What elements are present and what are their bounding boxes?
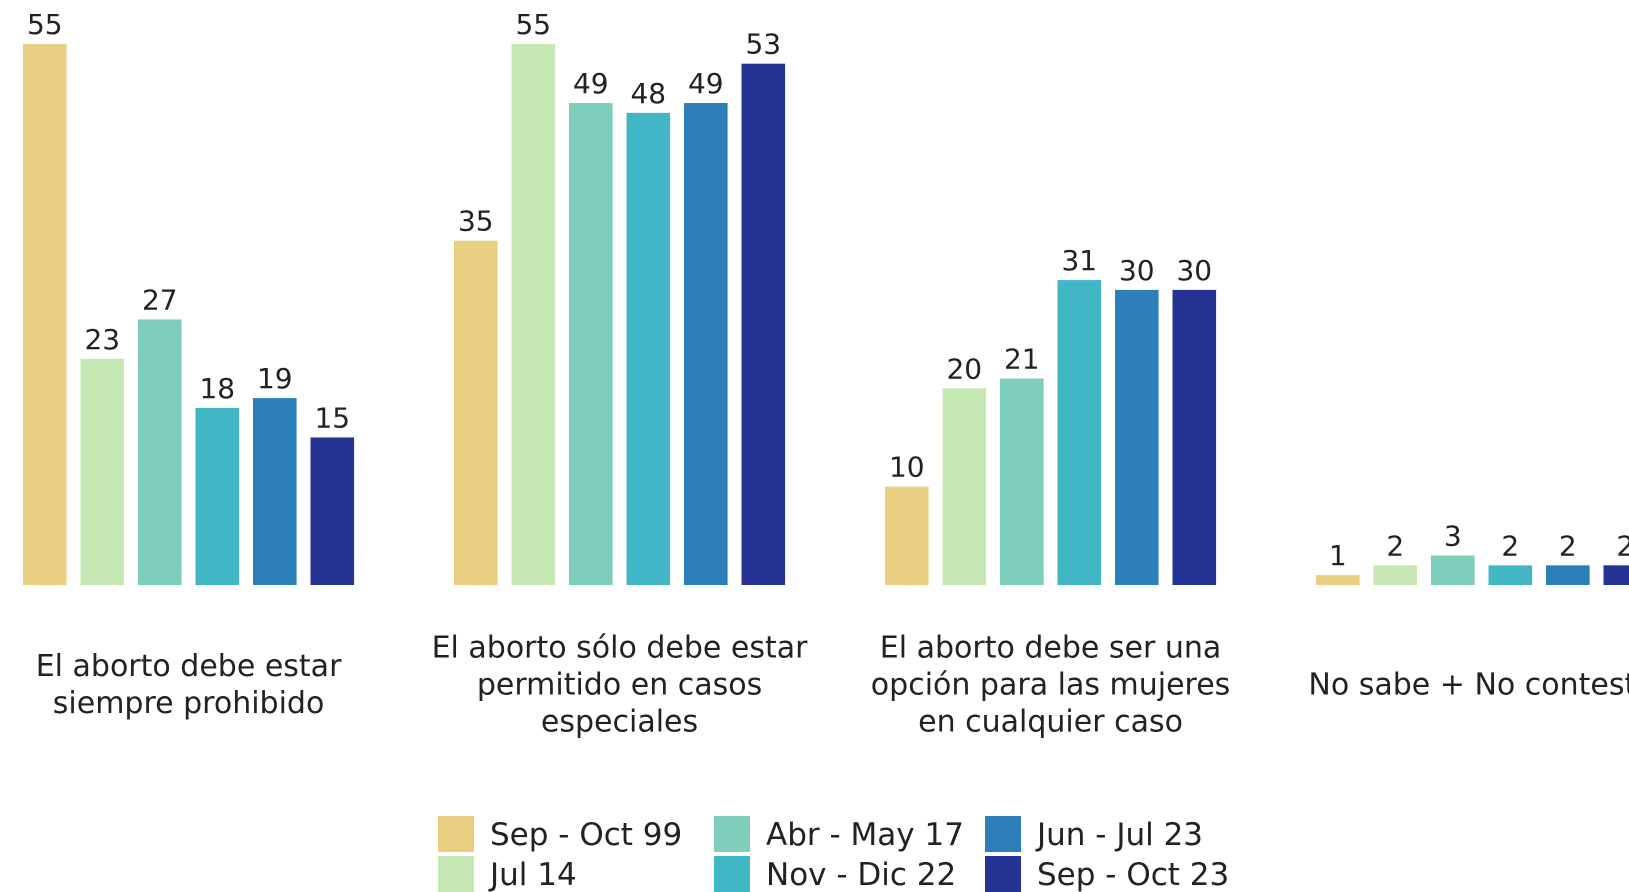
- bar: [23, 44, 67, 585]
- bar: [942, 388, 987, 585]
- category-label: No sabe + No contesta: [1308, 667, 1629, 703]
- bar: [1316, 575, 1360, 585]
- bar: [253, 398, 297, 585]
- data-label: 2: [1616, 529, 1629, 562]
- legend-label: Nov - Dic 22: [766, 857, 956, 892]
- bar: [1546, 565, 1590, 585]
- bar: [195, 407, 240, 585]
- data-label: 53: [745, 28, 781, 61]
- legend-swatch: [714, 816, 750, 852]
- bar: [1000, 378, 1044, 585]
- data-label: 3: [1444, 519, 1462, 552]
- category-label: El aborto debe estar siempre prohibido: [35, 649, 342, 721]
- bar: [1431, 555, 1475, 585]
- bar: [1603, 565, 1629, 585]
- data-label: 31: [1061, 244, 1097, 277]
- data-label: 15: [314, 401, 350, 434]
- data-label: 55: [515, 8, 551, 41]
- bar: [684, 103, 728, 585]
- data-label: 2: [1501, 529, 1519, 562]
- bar: [1373, 565, 1418, 585]
- bar: [885, 486, 929, 585]
- data-label: 1: [1329, 539, 1347, 572]
- data-label: 35: [458, 205, 494, 238]
- bar: [1115, 289, 1159, 585]
- bar: [80, 358, 125, 585]
- data-label: 18: [199, 372, 235, 405]
- data-label: 30: [1176, 254, 1212, 287]
- data-label: 49: [573, 67, 609, 100]
- category-label: El aborto debe ser una opción para las m…: [870, 630, 1231, 740]
- legend-swatch: [985, 856, 1021, 892]
- bar: [741, 63, 786, 585]
- data-label: 21: [1004, 342, 1040, 375]
- bar: [626, 112, 671, 585]
- bar: [310, 437, 355, 585]
- data-label: 23: [84, 323, 120, 356]
- bar: [1057, 280, 1102, 585]
- legend-label: Sep - Oct 99: [490, 817, 682, 853]
- data-label: 10: [889, 451, 925, 484]
- legend-label: Jun - Jul 23: [1035, 817, 1203, 853]
- data-label: 2: [1559, 529, 1577, 562]
- legend-label: Abr - May 17: [766, 817, 964, 853]
- bar: [511, 44, 556, 585]
- data-label: 27: [142, 283, 178, 316]
- data-label: 20: [946, 352, 982, 385]
- legend-label: Sep - Oct 23: [1037, 857, 1229, 892]
- bar: [138, 319, 182, 585]
- legend-swatch: [985, 816, 1021, 852]
- data-label: 2: [1386, 529, 1404, 562]
- category-label: El aborto sólo debe estar permitido en c…: [431, 630, 808, 740]
- bar: [1172, 289, 1217, 585]
- data-label: 48: [630, 77, 666, 110]
- legend-swatch: [714, 856, 750, 892]
- legend-swatch: [438, 856, 474, 892]
- data-label: 55: [27, 8, 63, 41]
- bar: [454, 240, 498, 585]
- data-label: 49: [688, 67, 724, 100]
- data-label: 30: [1119, 254, 1155, 287]
- bar: [1488, 565, 1533, 585]
- legend-swatch: [438, 816, 474, 852]
- data-label: 19: [257, 362, 293, 395]
- legend-label: Jul 14: [488, 857, 577, 892]
- bar: [569, 103, 613, 585]
